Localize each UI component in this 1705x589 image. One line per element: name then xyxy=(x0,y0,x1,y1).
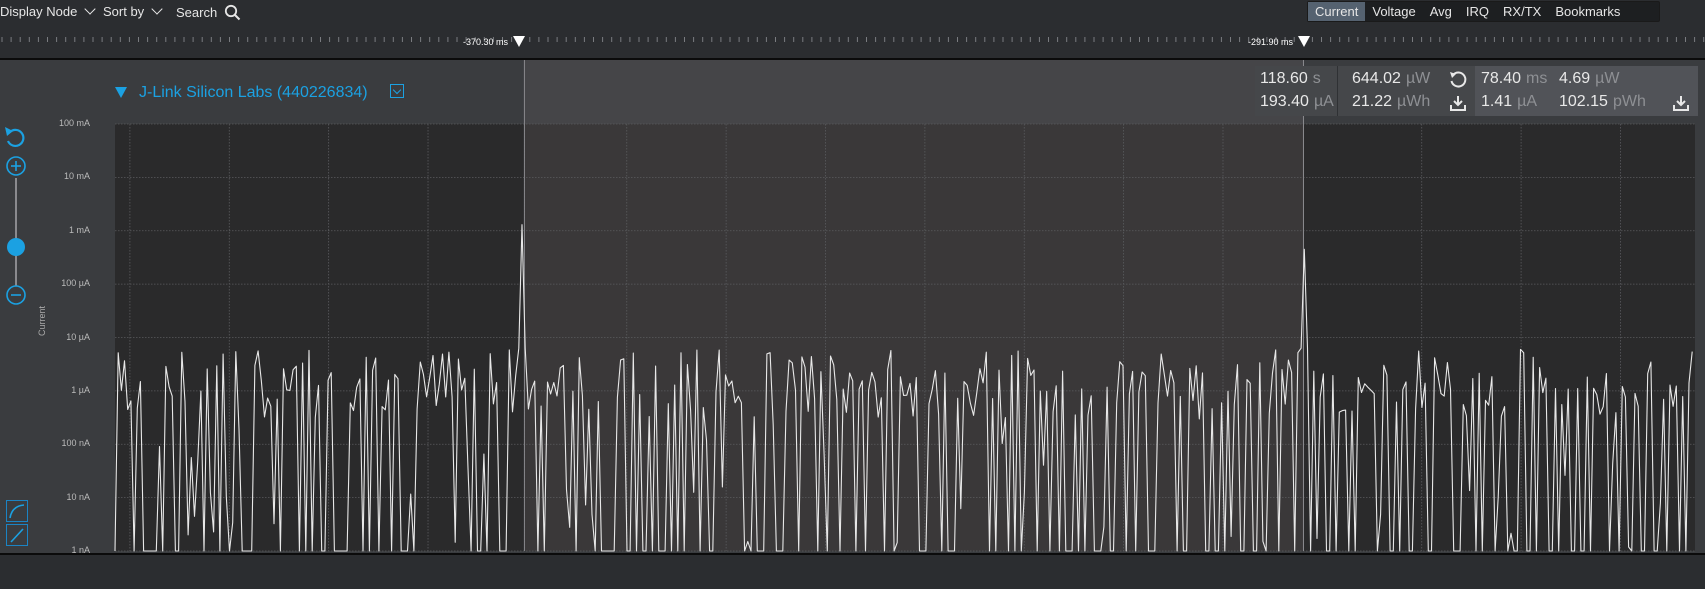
total-time-stat: 118.60 s xyxy=(1260,70,1321,87)
tab-current[interactable]: Current xyxy=(1308,2,1366,21)
zoom-controls xyxy=(5,127,26,305)
stats-divider xyxy=(1337,66,1338,116)
selection-time-stat: 78.40 ms xyxy=(1481,70,1548,87)
smooth-line-button[interactable] xyxy=(6,500,28,522)
y-tick-label: 100 mA xyxy=(58,118,90,128)
current-trace xyxy=(114,224,1693,552)
reset-zoom-icon[interactable] xyxy=(5,127,25,148)
y-axis-label: Current xyxy=(37,305,47,336)
y-tick-label: 100 nA xyxy=(61,438,90,449)
selection-current-stat: 1.41 µA xyxy=(1481,93,1538,110)
y-tick-label: 100 µA xyxy=(61,278,90,289)
line-icon xyxy=(10,528,24,543)
display-node-label: Display Node xyxy=(0,4,78,19)
straight-line-button[interactable] xyxy=(6,524,28,546)
total-energy-stat: 21.22 µWh xyxy=(1352,93,1431,110)
download-icon[interactable] xyxy=(1448,93,1468,113)
total-power-stat: 644.02 µW xyxy=(1352,70,1431,87)
zoom-out-icon[interactable] xyxy=(6,285,26,305)
top-toolbar: Display Node Sort by Search Current Volt… xyxy=(0,0,1705,24)
left-marker-label: -370.30 ms xyxy=(463,37,509,47)
tab-irq[interactable]: IRQ xyxy=(1465,4,1490,19)
y-tick-label: 10 mA xyxy=(63,171,90,182)
y-tick-label: 1 nA xyxy=(71,545,90,555)
search-label: Search xyxy=(176,5,218,20)
device-title: J-Link Silicon Labs (440226834) xyxy=(139,84,368,101)
curve-icon xyxy=(9,504,25,519)
tab-voltage[interactable]: Voltage xyxy=(1372,4,1416,19)
device-menu-button[interactable] xyxy=(390,84,404,98)
selection-energy-stat: 102.15 pWh xyxy=(1559,93,1646,110)
display-node-dropdown[interactable]: Display Node xyxy=(0,3,96,19)
timeline-ruler[interactable] xyxy=(0,32,1705,60)
search-button[interactable]: Search xyxy=(176,4,241,21)
right-marker-handle[interactable] xyxy=(1298,36,1310,47)
zoom-in-icon[interactable] xyxy=(6,156,26,176)
y-tick-label: 1 µA xyxy=(71,384,90,395)
stats-box: 118.60 s 193.40 µA 644.02 µW 21.22 µWh 78.40… xyxy=(1255,66,1698,116)
download-icon[interactable] xyxy=(1671,93,1691,113)
zoom-slider-handle[interactable] xyxy=(7,238,25,256)
y-tick-label: 10 µA xyxy=(66,331,90,342)
sort-by-dropdown[interactable]: Sort by xyxy=(103,3,163,19)
x-axis-bar xyxy=(0,553,1705,589)
search-icon xyxy=(224,4,241,21)
y-tick-label: 10 nA xyxy=(66,491,90,502)
total-current-stat: 193.40 µA xyxy=(1260,93,1334,110)
y-tick-label: 1 mA xyxy=(68,224,90,235)
ruler-ticks xyxy=(1,37,1705,42)
view-tabs: Current Voltage Avg IRQ RX/TX Bookmarks xyxy=(1307,1,1660,22)
collapse-triangle-icon[interactable] xyxy=(115,87,127,99)
reset-icon[interactable] xyxy=(1448,70,1468,90)
left-marker-handle[interactable] xyxy=(513,36,525,47)
selection-stats: 78.40 ms 1.41 µA 4.69 µW 102.15 pWh xyxy=(1475,66,1698,116)
right-marker-label: -291.90 ms xyxy=(1248,37,1294,47)
device-header[interactable]: J-Link Silicon Labs (440226834) xyxy=(115,84,368,102)
tab-avg[interactable]: Avg xyxy=(1429,4,1452,19)
selection-power-stat: 4.69 µW xyxy=(1559,70,1620,87)
tab-bookmarks[interactable]: Bookmarks xyxy=(1555,4,1621,19)
tab-rxtx[interactable]: RX/TX xyxy=(1503,4,1542,19)
sort-by-label: Sort by xyxy=(103,4,145,19)
